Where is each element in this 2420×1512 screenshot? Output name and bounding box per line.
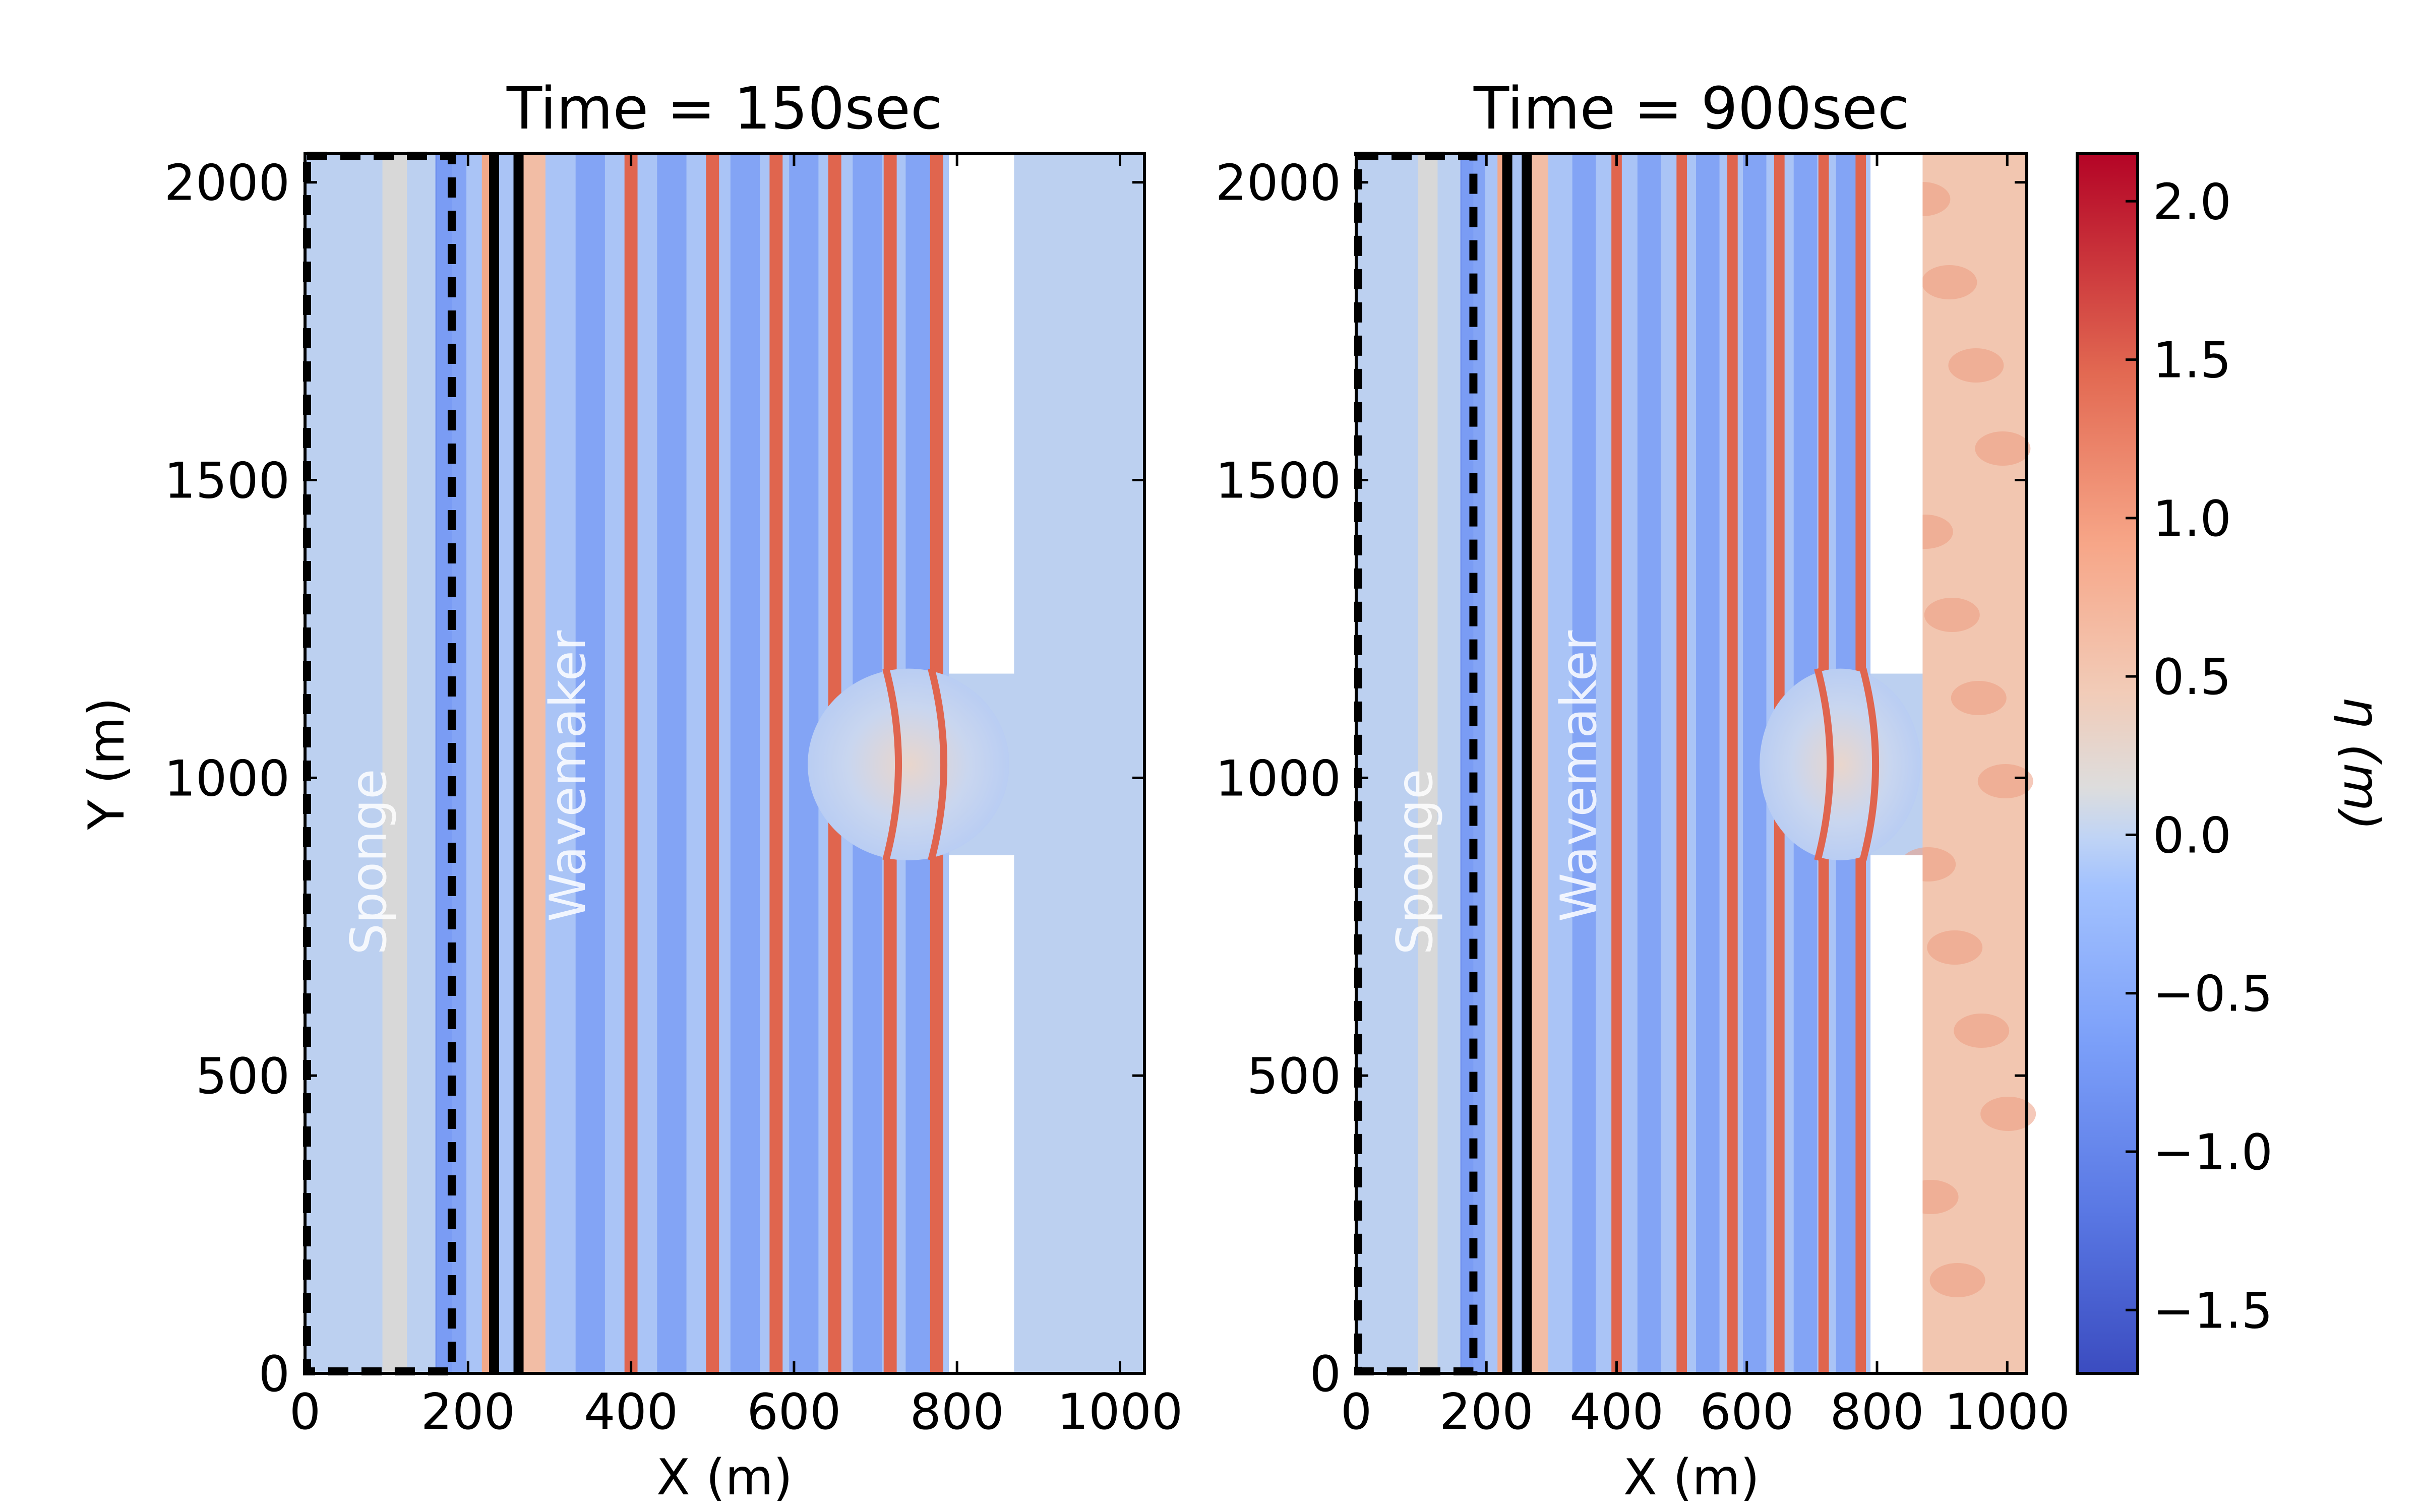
wave-trough	[1572, 154, 1596, 1373]
colorbar: 2.0 1.5 1.0 0.5 0.0 −0.5 −1.0 −1.5 η (m)	[2076, 152, 2390, 1375]
sponge-boundary	[303, 152, 456, 1375]
colorbar-tick-label: −0.5	[2153, 966, 2273, 1023]
basin-ripple	[1954, 1014, 2010, 1048]
diffraction-zone	[808, 668, 1010, 860]
sponge-label: Sponge	[1386, 769, 1444, 955]
colorbar-label: η (m)	[2332, 697, 2390, 830]
x-tick-label: 0	[1341, 1383, 1372, 1441]
diffraction-zone	[1760, 668, 1921, 860]
overlay	[1354, 152, 1532, 1375]
y-tick-label: 1500	[1216, 453, 1341, 510]
axis-ticks: 0 200 400 600 800 1000 0 500 1000 1500 2000	[1216, 154, 2070, 1441]
wave-crest-broad	[1529, 154, 1548, 1373]
colorbar-tick-label: 0.0	[2153, 807, 2231, 864]
wave-trough	[657, 154, 687, 1373]
x-tick-label: 0	[289, 1383, 321, 1441]
plot-frame	[304, 152, 1146, 1375]
sponge-neutral-band	[1418, 154, 1438, 1373]
x-tick-label: 200	[1439, 1383, 1534, 1441]
wavemaker-line	[489, 154, 500, 1373]
panel-time-900: 0 200 400 600 800 1000 0 500 1000 1500 2000 Time =…	[1216, 75, 2070, 1506]
wave-crest-broad	[521, 154, 546, 1373]
diffracted-crest	[928, 667, 948, 861]
y-tick-label: 2000	[164, 155, 290, 212]
wavemaker-line	[1522, 154, 1532, 1373]
x-tick-label: 400	[1569, 1383, 1664, 1441]
y-tick-label: 1500	[164, 453, 290, 510]
plot-title: Time = 150sec	[506, 75, 942, 143]
basin-ripple	[1921, 265, 1977, 299]
wavemaker-line	[1502, 154, 1512, 1373]
y-tick-label: 1000	[164, 750, 290, 807]
overlay	[303, 152, 524, 1375]
y-axis-label: Y (m)	[78, 698, 136, 831]
y-tick-label: 500	[1247, 1048, 1341, 1105]
x-tick-label: 400	[584, 1383, 678, 1441]
x-tick-label: 800	[1830, 1383, 1924, 1441]
x-tick-label: 1000	[1057, 1383, 1183, 1441]
wave-field	[1356, 154, 2036, 1373]
y-tick-label: 0	[259, 1346, 290, 1403]
axis-ticks: 0 200 400 600 800 1000 0 500 1000 1500 2000	[164, 154, 1183, 1441]
wave-crest	[769, 154, 783, 1373]
wave-trough	[1637, 154, 1661, 1373]
x-axis-label: X (m)	[1623, 1449, 1760, 1506]
diffracted-crest	[882, 667, 902, 861]
wavemaker-line	[513, 154, 524, 1373]
wave-trough	[1696, 154, 1720, 1373]
x-axis-label: X (m)	[656, 1449, 793, 1506]
land-upper	[1870, 154, 1923, 674]
colorbar-tick-label: 1.0	[2153, 490, 2231, 548]
harbor-basin	[1014, 154, 1144, 1373]
diffracted-crest	[1814, 667, 1834, 861]
basin-ripple	[1951, 681, 2007, 715]
colorbar-tick-label: 2.0	[2153, 173, 2231, 231]
wavemaker-label: Wavemaker	[539, 630, 597, 922]
plot-title: Time = 900sec	[1473, 75, 1909, 143]
diffracted-crest	[1859, 667, 1880, 861]
x-tick-label: 600	[747, 1383, 841, 1441]
colorbar-tick-label: −1.5	[2153, 1282, 2273, 1340]
wave-crest	[1676, 154, 1687, 1373]
basin-ripple	[1948, 348, 2004, 383]
y-tick-label: 500	[196, 1048, 290, 1105]
land-upper	[949, 154, 1014, 674]
y-tick-label: 1000	[1216, 750, 1341, 807]
x-tick-label: 600	[1700, 1383, 1794, 1441]
basin-ripple	[1929, 1263, 1985, 1297]
y-tick-label: 2000	[1216, 155, 1341, 212]
x-tick-label: 1000	[1945, 1383, 2070, 1441]
colorbar-frame	[2076, 152, 2139, 1375]
basin-ripple	[1924, 598, 1980, 632]
colorbar-gradient	[2077, 154, 2138, 1373]
wave-crest	[624, 154, 638, 1373]
wave-crest	[1727, 154, 1738, 1373]
basin-ripple	[1975, 431, 2031, 466]
colorbar-ticks: 2.0 1.5 1.0 0.5 0.0 −0.5 −1.0 −1.5	[2126, 173, 2273, 1340]
land-lower	[1870, 855, 1923, 1373]
plot-frame	[1355, 152, 2028, 1375]
colorbar-tick-label: −1.0	[2153, 1124, 2273, 1181]
panel-time-150: 0 200 400 600 800 1000 0 500 1000 1500 2000 Time =…	[78, 75, 1183, 1506]
wavemaker-label: Wavemaker	[1550, 630, 1608, 922]
basin-ripple	[1977, 764, 2033, 798]
wave-trough	[730, 154, 760, 1373]
wave-field	[305, 154, 1144, 1373]
land-lower	[949, 855, 1014, 1373]
basin-ripple	[1980, 1097, 2036, 1131]
x-tick-label: 200	[421, 1383, 515, 1441]
x-tick-label: 800	[910, 1383, 1004, 1441]
colorbar-tick-label: 1.5	[2153, 332, 2231, 390]
basin-ripple	[1927, 930, 1983, 965]
wave-crest	[1611, 154, 1622, 1373]
y-tick-label: 0	[1310, 1346, 1341, 1403]
colorbar-tick-label: 0.5	[2153, 649, 2231, 706]
wave-trough	[575, 154, 605, 1373]
sponge-neutral-band	[382, 154, 407, 1373]
sponge-label: Sponge	[340, 769, 398, 955]
wave-crest	[706, 154, 719, 1373]
